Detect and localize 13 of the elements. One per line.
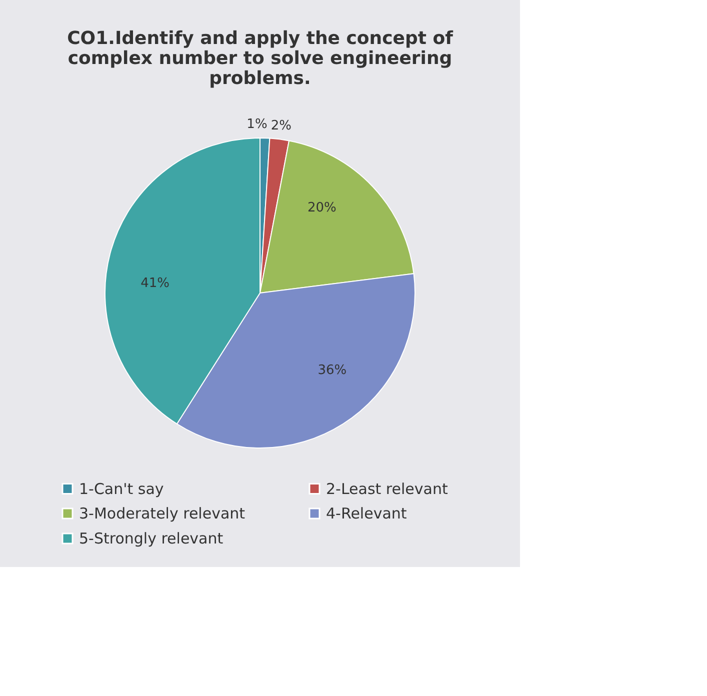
text: problems. bbox=[209, 68, 311, 90]
text: complex number to solve engineering bbox=[68, 48, 452, 70]
data-label: 20% bbox=[308, 200, 336, 216]
legend-label: 5-Strongly relevant bbox=[79, 530, 224, 548]
text: CO1.Identify and apply the concept of bbox=[67, 28, 453, 50]
data-label: 1% bbox=[246, 117, 268, 132]
legend-label: 3-Moderately relevant bbox=[79, 504, 246, 522]
data-label: 36% bbox=[318, 362, 347, 378]
legend-label: 2-Least relevant bbox=[326, 480, 448, 498]
legend-label: 1-Can't say bbox=[79, 480, 164, 498]
data-label: 41% bbox=[140, 276, 170, 292]
legend-label: 4-Relevant bbox=[326, 504, 407, 522]
data-label: 2% bbox=[270, 118, 292, 134]
